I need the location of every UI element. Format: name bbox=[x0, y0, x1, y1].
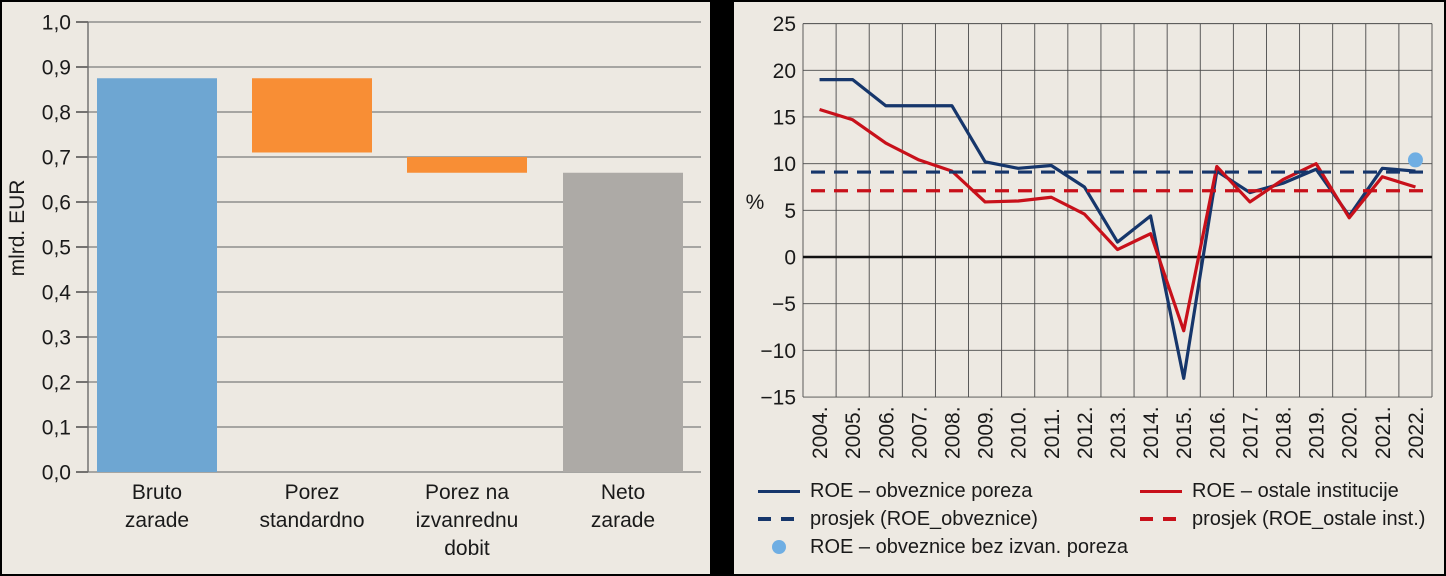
right-xtick-label: 2005. bbox=[842, 406, 865, 459]
red-solid-line-icon bbox=[1140, 489, 1182, 493]
right-ytick-label: 25 bbox=[773, 13, 796, 36]
left-category-label: izvanrednu bbox=[416, 509, 519, 532]
bar-porez-na-izvanrednu-dobit bbox=[407, 157, 527, 173]
roe-ostale-institucije-line bbox=[819, 107, 1416, 333]
right-xtick-label: 2022. bbox=[1405, 406, 1428, 459]
earnings-waterfall-plot: 0,0 0,1 0,2 0,3 0,4 0,5 0,6 0,7 0,8 0,9 1,0 mlrd. E… bbox=[6, 12, 701, 560]
legend-item-roe-bez-izvan-poreza: ROE – obveznice bez izvan. poreza bbox=[758, 536, 1140, 559]
left-ytick-label: 0,3 bbox=[42, 327, 71, 350]
roe-line-chart-panel: −15 −10 −5 0 5 10 15 20 25% 2004. 2005. 2006. 2007. 2… bbox=[734, 0, 1446, 576]
legend-label: prosjek (ROE_ostale inst.) bbox=[1192, 507, 1426, 530]
left-ytick-label: 0,5 bbox=[42, 237, 71, 260]
left-category-label: zarade bbox=[125, 509, 189, 532]
legend-label: ROE – obveznice poreza bbox=[810, 479, 1033, 502]
legend: ROE – obveznice poreza ROE – ostale inst… bbox=[758, 477, 1425, 561]
right-ytick-label: 15 bbox=[773, 106, 796, 129]
left-category-label: Neto bbox=[601, 481, 645, 504]
right-xtick-label: 2008. bbox=[941, 406, 964, 459]
right-ytick-label: 0 bbox=[784, 247, 796, 270]
left-ytick-label: 0,8 bbox=[42, 102, 71, 125]
bar-bruto-zarade bbox=[97, 78, 217, 472]
bar-porez-standardno bbox=[252, 78, 372, 153]
right-xtick-label: 2015. bbox=[1173, 406, 1196, 459]
right-xtick-label: 2007. bbox=[908, 406, 931, 459]
navy-dashed-line-icon bbox=[758, 517, 800, 521]
legend-label: ROE – obveznice bez izvan. poreza bbox=[810, 535, 1128, 558]
roe-line-plot: −15 −10 −5 0 5 10 15 20 25% 2004. 2005. 2006. 2007. 2… bbox=[746, 13, 1433, 459]
red-dashed-line-icon bbox=[1140, 517, 1182, 521]
roe-obveznice-bez-izvan-poreza-dot bbox=[1407, 152, 1423, 168]
left-category-label: dobit bbox=[444, 537, 490, 560]
right-xtick-label: 2018. bbox=[1273, 406, 1296, 459]
left-ytick-label: 1,0 bbox=[42, 12, 71, 35]
right-xtick-label: 2014. bbox=[1140, 406, 1163, 459]
right-ytick-label: −10 bbox=[760, 340, 796, 363]
earnings-waterfall-chart-panel: 0,0 0,1 0,2 0,3 0,4 0,5 0,6 0,7 0,8 0,9 1,0 mlrd. E… bbox=[0, 0, 710, 576]
right-xtick-label: 2006. bbox=[875, 406, 898, 459]
roe-obveznice-poreza-line bbox=[819, 78, 1416, 380]
left-ytick-label: 0,9 bbox=[42, 57, 71, 80]
right-xtick-label: 2016. bbox=[1206, 406, 1229, 459]
right-xtick-label: 2021. bbox=[1372, 406, 1395, 459]
left-ytick-label: 0,1 bbox=[42, 417, 71, 440]
left-y-axis-title: mlrd. EUR bbox=[6, 180, 29, 277]
right-xtick-label: 2011. bbox=[1041, 408, 1064, 459]
right-ytick-label: −5 bbox=[772, 293, 796, 316]
legend-item-roe-ostale: ROE – ostale institucije bbox=[1140, 480, 1425, 503]
left-ytick-label: 0,4 bbox=[42, 282, 72, 305]
right-ytick-label: −15 bbox=[760, 387, 796, 410]
lightblue-dot-icon bbox=[758, 540, 800, 554]
right-ytick-label: 10 bbox=[773, 153, 796, 176]
legend-item-prosjek-obveznice: prosjek (ROE_obveznice) bbox=[758, 508, 1140, 531]
legend-label: prosjek (ROE_obveznice) bbox=[810, 507, 1038, 530]
left-category-label: Porez na bbox=[425, 481, 509, 504]
left-ytick-label: 0,7 bbox=[42, 147, 71, 170]
right-ytick-label: 5 bbox=[784, 200, 796, 223]
right-xtick-label: 2019. bbox=[1306, 406, 1329, 459]
right-xtick-label: 2010. bbox=[1008, 406, 1031, 459]
left-category-label: zarade bbox=[591, 509, 655, 532]
left-category-label: Bruto bbox=[132, 481, 182, 504]
right-xtick-label: 2017. bbox=[1239, 406, 1262, 459]
right-xtick-label: 2013. bbox=[1107, 406, 1130, 459]
left-ytick-label: 0,2 bbox=[42, 372, 71, 395]
left-category-label: standardno bbox=[259, 509, 364, 532]
right-y-axis-title: % bbox=[746, 191, 765, 214]
bar-neto-zarade bbox=[563, 172, 683, 472]
right-xtick-label: 2004. bbox=[809, 406, 832, 459]
legend-label: ROE – ostale institucije bbox=[1192, 479, 1399, 502]
left-category-label: Porez bbox=[285, 481, 340, 504]
legend-item-roe-obveznice: ROE – obveznice poreza bbox=[758, 480, 1140, 503]
legend-item-prosjek-ostale: prosjek (ROE_ostale inst.) bbox=[1140, 508, 1425, 531]
right-xtick-label: 2020. bbox=[1339, 406, 1362, 459]
right-xtick-label: 2009. bbox=[975, 406, 998, 459]
right-gridlines bbox=[802, 23, 1433, 398]
panel-divider bbox=[710, 0, 734, 576]
navy-solid-line-icon bbox=[758, 489, 800, 493]
left-ytick-label: 0,0 bbox=[42, 462, 71, 485]
right-xtick-label: 2012. bbox=[1074, 406, 1097, 459]
right-ytick-label: 20 bbox=[773, 60, 796, 83]
left-ytick-label: 0,6 bbox=[42, 192, 71, 215]
